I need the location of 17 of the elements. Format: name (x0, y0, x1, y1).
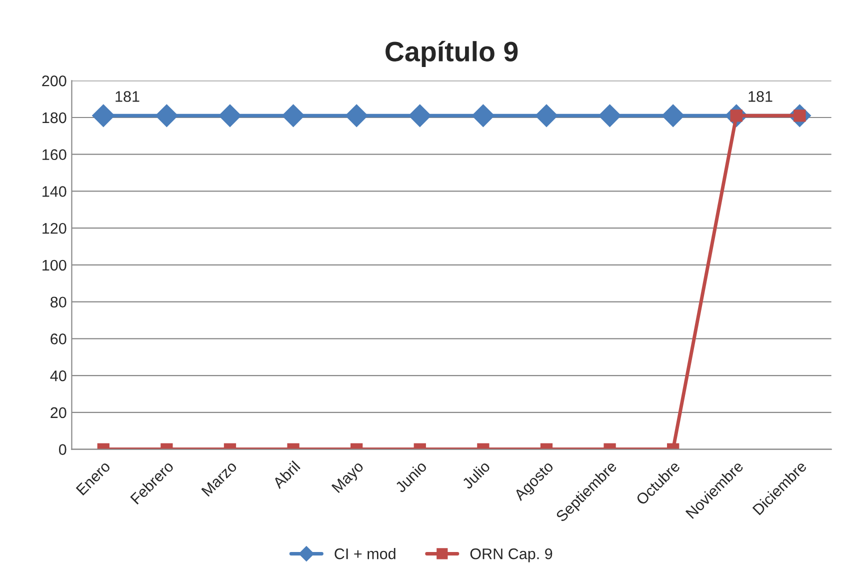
annotation: 181 (748, 91, 772, 102)
y-tick-label: 140 (42, 186, 66, 197)
annotation: 181 (116, 91, 140, 102)
chart-title: Capítulo 9 (386, 40, 518, 67)
y-tick-label: 160 (42, 149, 66, 160)
y-tick-label: 200 (42, 76, 66, 86)
legend-label: ORN Cap. 9 (470, 548, 552, 562)
y-tick-label: 60 (50, 334, 66, 344)
legend-label: CI + mod (334, 548, 396, 560)
y-tick-label: 40 (50, 370, 66, 382)
y-tick-label: 100 (42, 260, 66, 271)
x-tick-label: Julio (461, 460, 491, 490)
y-tick-label: 120 (42, 222, 66, 234)
y-tick-label: 180 (42, 112, 66, 124)
y-tick-label: 80 (50, 296, 66, 308)
y-tick-label: 20 (50, 407, 66, 418)
y-tick-label: 0 (58, 444, 66, 455)
